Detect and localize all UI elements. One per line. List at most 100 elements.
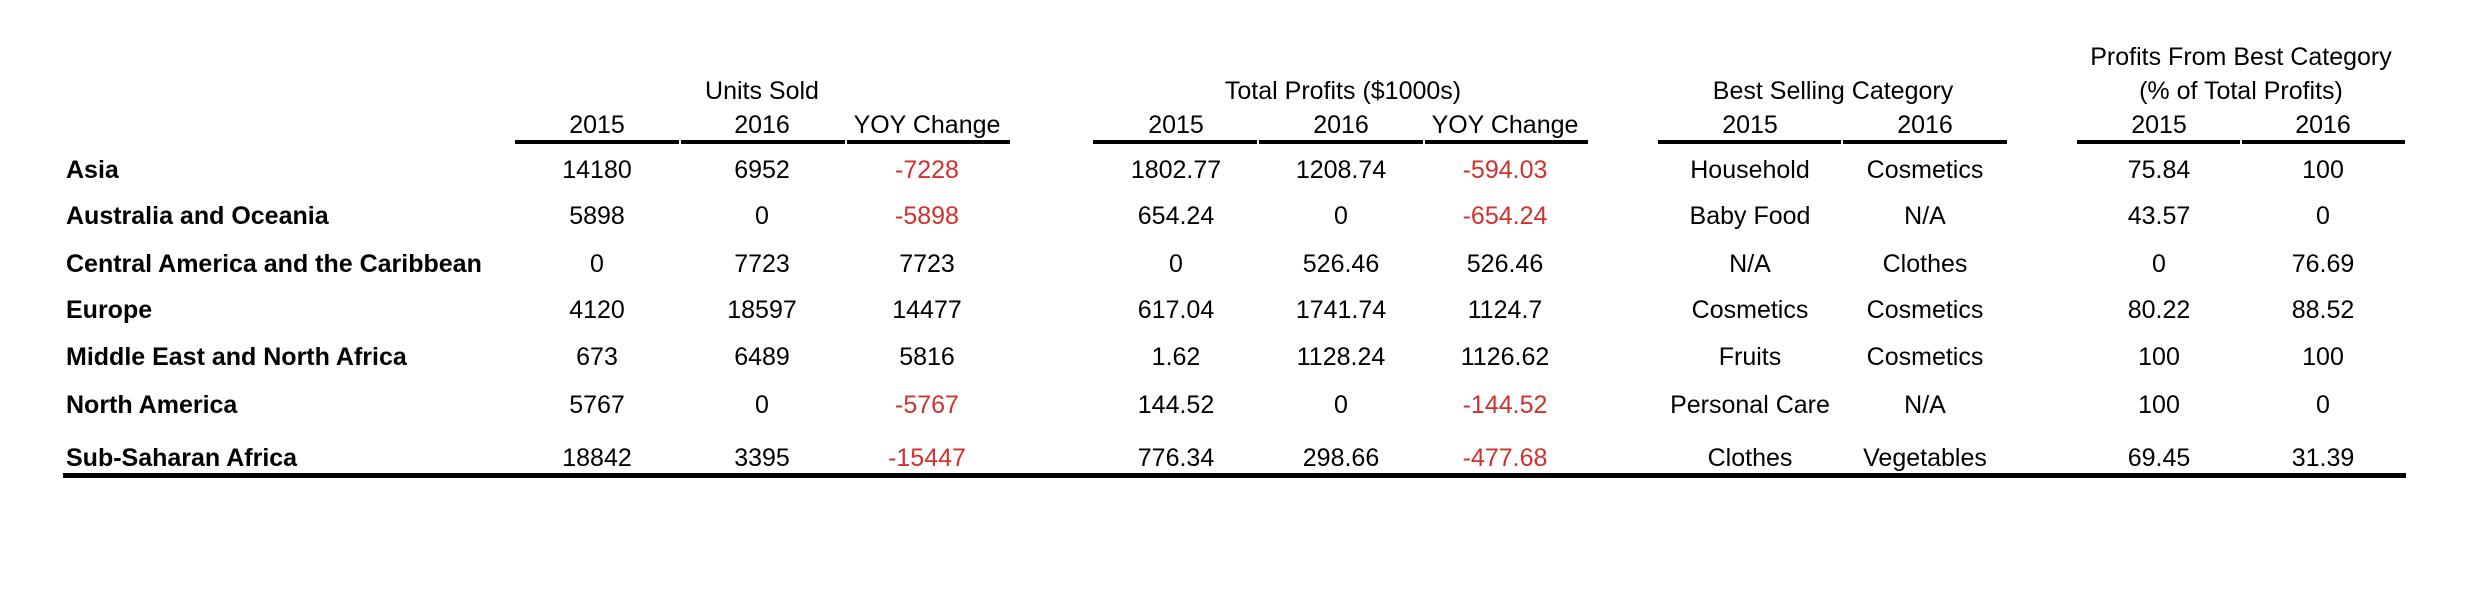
- header-rule-units-yoy: [847, 140, 1010, 144]
- profit-yoy-cell: -594.03: [1462, 156, 1548, 184]
- table-row: Central America and the Caribbean 0 7723…: [0, 244, 2474, 284]
- subheader-category-2016: 2016: [1897, 111, 1953, 139]
- units-yoy-cell: 14477: [892, 296, 962, 324]
- profit-2015-cell: 1.62: [1151, 343, 1201, 371]
- category-2016-cell: Vegetables: [1863, 444, 1987, 472]
- category-2016-cell: Cosmetics: [1866, 343, 1984, 371]
- units-yoy-cell: 5816: [899, 343, 955, 371]
- pct-2015-cell: 100: [2138, 391, 2180, 419]
- units-2016-cell: 6489: [734, 343, 790, 371]
- table-row: Asia 14180 6952 -7228 1802.77 1208.74 -5…: [0, 150, 2474, 190]
- subheader-profits-2015: 2015: [1148, 111, 1204, 139]
- category-2015-cell: Household: [1690, 156, 1810, 184]
- region-label: Europe: [66, 296, 153, 324]
- region-label: Australia and Oceania: [66, 202, 329, 230]
- units-2015-cell: 673: [576, 343, 618, 371]
- region-label: North America: [66, 391, 238, 419]
- profit-2016-cell: 0: [1334, 202, 1348, 230]
- units-2016-cell: 18597: [727, 296, 797, 324]
- header-best-selling-category: Best Selling Category: [1712, 77, 1954, 105]
- pct-2015-cell: 80.22: [2127, 296, 2191, 324]
- units-2016-cell: 0: [755, 391, 769, 419]
- profit-yoy-cell: 1126.62: [1460, 343, 1550, 371]
- category-2015-cell: Baby Food: [1689, 202, 1811, 230]
- profit-yoy-cell: -477.68: [1462, 444, 1548, 472]
- subheader-profits-yoy: YOY Change: [1431, 111, 1579, 139]
- pct-2015-cell: 43.57: [2127, 202, 2191, 230]
- profit-2016-cell: 1128.24: [1296, 343, 1386, 371]
- units-yoy-cell: -7228: [895, 156, 959, 184]
- units-2015-cell: 18842: [562, 444, 632, 472]
- units-2016-cell: 7723: [734, 250, 790, 278]
- header-profits-best-line1: Profits From Best Category: [2090, 43, 2392, 71]
- profit-2016-cell: 1208.74: [1295, 156, 1387, 184]
- subheader-units-yoy: YOY Change: [853, 111, 1001, 139]
- pct-2016-cell: 88.52: [2291, 296, 2355, 324]
- pct-2015-cell: 69.45: [2127, 444, 2191, 472]
- header-rule-pct-2015: [2077, 140, 2240, 144]
- header-rule-units-2016: [681, 140, 845, 144]
- profit-2015-cell: 654.24: [1137, 202, 1215, 230]
- header-units-sold: Units Sold: [705, 77, 819, 105]
- units-2015-cell: 14180: [562, 156, 632, 184]
- units-2016-cell: 3395: [734, 444, 790, 472]
- category-2016-cell: Cosmetics: [1866, 156, 1984, 184]
- profit-2015-cell: 1802.77: [1130, 156, 1222, 184]
- subheader-pct-2015: 2015: [2131, 111, 2187, 139]
- pct-2016-cell: 100: [2302, 343, 2344, 371]
- table-row: Europe 4120 18597 14477 617.04 1741.74 1…: [0, 290, 2474, 330]
- units-yoy-cell: -15447: [888, 444, 966, 472]
- units-2016-cell: 0: [755, 202, 769, 230]
- units-2015-cell: 4120: [569, 296, 625, 324]
- pct-2016-cell: 31.39: [2291, 444, 2355, 472]
- region-label: Middle East and North Africa: [66, 343, 407, 371]
- category-2015-cell: Personal Care: [1670, 391, 1830, 419]
- pct-2016-cell: 100: [2302, 156, 2344, 184]
- category-2016-cell: N/A: [1904, 391, 1946, 419]
- table-row: Sub-Saharan Africa 18842 3395 -15447 776…: [0, 438, 2474, 478]
- table-row: North America 5767 0 -5767 144.52 0 -144…: [0, 385, 2474, 425]
- header-total-profits: Total Profits ($1000s): [1224, 77, 1462, 105]
- region-label: Asia: [66, 156, 119, 184]
- pct-2016-cell: 0: [2316, 391, 2330, 419]
- category-2016-cell: N/A: [1904, 202, 1946, 230]
- header-rule-profits-2015: [1093, 140, 1257, 144]
- profit-2016-cell: 1741.74: [1295, 296, 1387, 324]
- subheader-pct-2016: 2016: [2295, 111, 2351, 139]
- units-yoy-cell: -5898: [895, 202, 959, 230]
- profit-yoy-cell: 1124.7: [1467, 296, 1543, 324]
- profit-2015-cell: 144.52: [1137, 391, 1215, 419]
- profit-2015-cell: 617.04: [1137, 296, 1215, 324]
- profit-yoy-cell: -144.52: [1462, 391, 1548, 419]
- units-2015-cell: 5767: [569, 391, 625, 419]
- subheader-units-2015: 2015: [569, 111, 625, 139]
- header-rule-profits-2016: [1259, 140, 1423, 144]
- header-rule-pct-2016: [2242, 140, 2405, 144]
- pct-2015-cell: 75.84: [2127, 156, 2191, 184]
- header-profits-best-line2: (% of Total Profits): [2139, 77, 2343, 105]
- units-yoy-cell: -5767: [895, 391, 959, 419]
- pct-2015-cell: 0: [2152, 250, 2166, 278]
- units-2016-cell: 6952: [734, 156, 790, 184]
- profit-2016-cell: 526.46: [1302, 250, 1380, 278]
- table-row: Middle East and North Africa 673 6489 58…: [0, 337, 2474, 377]
- subheader-category-2015: 2015: [1722, 111, 1778, 139]
- header-rule-profits-yoy: [1425, 140, 1588, 144]
- header-rule-units-2015: [515, 140, 679, 144]
- category-2015-cell: Clothes: [1707, 444, 1793, 472]
- region-label: Sub-Saharan Africa: [66, 444, 298, 472]
- category-2016-cell: Cosmetics: [1866, 296, 1984, 324]
- profit-yoy-cell: -654.24: [1462, 202, 1548, 230]
- profit-2015-cell: 0: [1169, 250, 1183, 278]
- header-rule-category-2016: [1843, 140, 2007, 144]
- subheader-units-2016: 2016: [734, 111, 790, 139]
- profit-2016-cell: 0: [1334, 391, 1348, 419]
- units-yoy-cell: 7723: [899, 250, 955, 278]
- region-label: Central America and the Caribbean: [66, 250, 482, 278]
- table-row: Australia and Oceania 5898 0 -5898 654.2…: [0, 196, 2474, 236]
- header-rule-category-2015: [1658, 140, 1841, 144]
- category-2015-cell: Fruits: [1718, 343, 1782, 371]
- category-2016-cell: Clothes: [1882, 250, 1968, 278]
- profit-2016-cell: 298.66: [1302, 444, 1380, 472]
- category-2015-cell: Cosmetics: [1691, 296, 1809, 324]
